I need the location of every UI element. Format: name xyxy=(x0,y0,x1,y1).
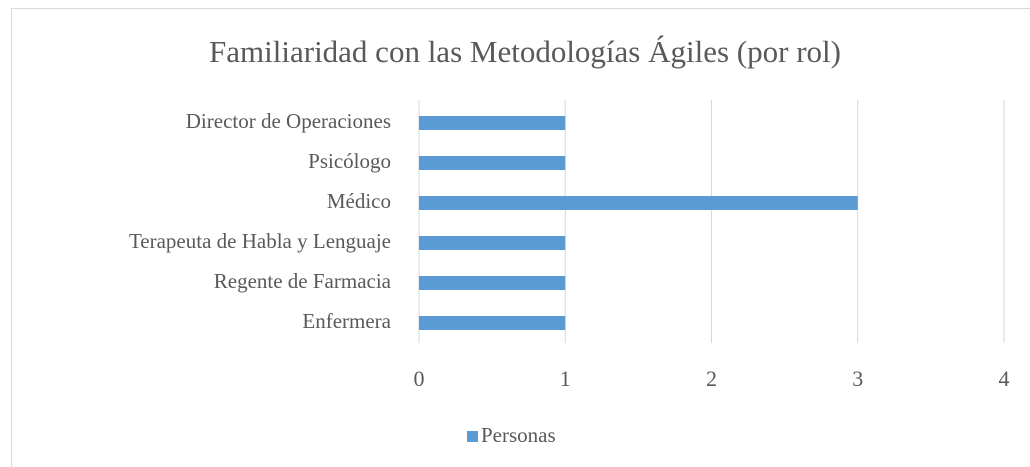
bar xyxy=(419,196,858,210)
x-tick-label: 0 xyxy=(414,366,425,391)
bar xyxy=(419,276,566,290)
x-tick-label: 4 xyxy=(999,366,1010,391)
y-tick-label: Psicólogo xyxy=(308,149,391,173)
chart-title: Familiaridad con las Metodologías Ágiles… xyxy=(209,34,841,69)
bar xyxy=(419,116,566,130)
legend-label: Personas xyxy=(481,423,556,447)
x-tick-label: 3 xyxy=(852,366,863,391)
y-tick-label: Regente de Farmacia xyxy=(214,269,392,293)
x-tick-label: 2 xyxy=(706,366,717,391)
bar xyxy=(419,156,566,170)
y-tick-label: Director de Operaciones xyxy=(186,109,391,133)
x-tick-label: 1 xyxy=(560,366,571,391)
y-tick-label: Terapeuta de Habla y Lenguaje xyxy=(129,229,391,253)
bar xyxy=(419,236,566,250)
y-tick-label: Enfermera xyxy=(302,309,391,333)
y-tick-label: Médico xyxy=(327,189,391,213)
bar xyxy=(419,316,566,330)
legend-swatch xyxy=(467,431,478,442)
